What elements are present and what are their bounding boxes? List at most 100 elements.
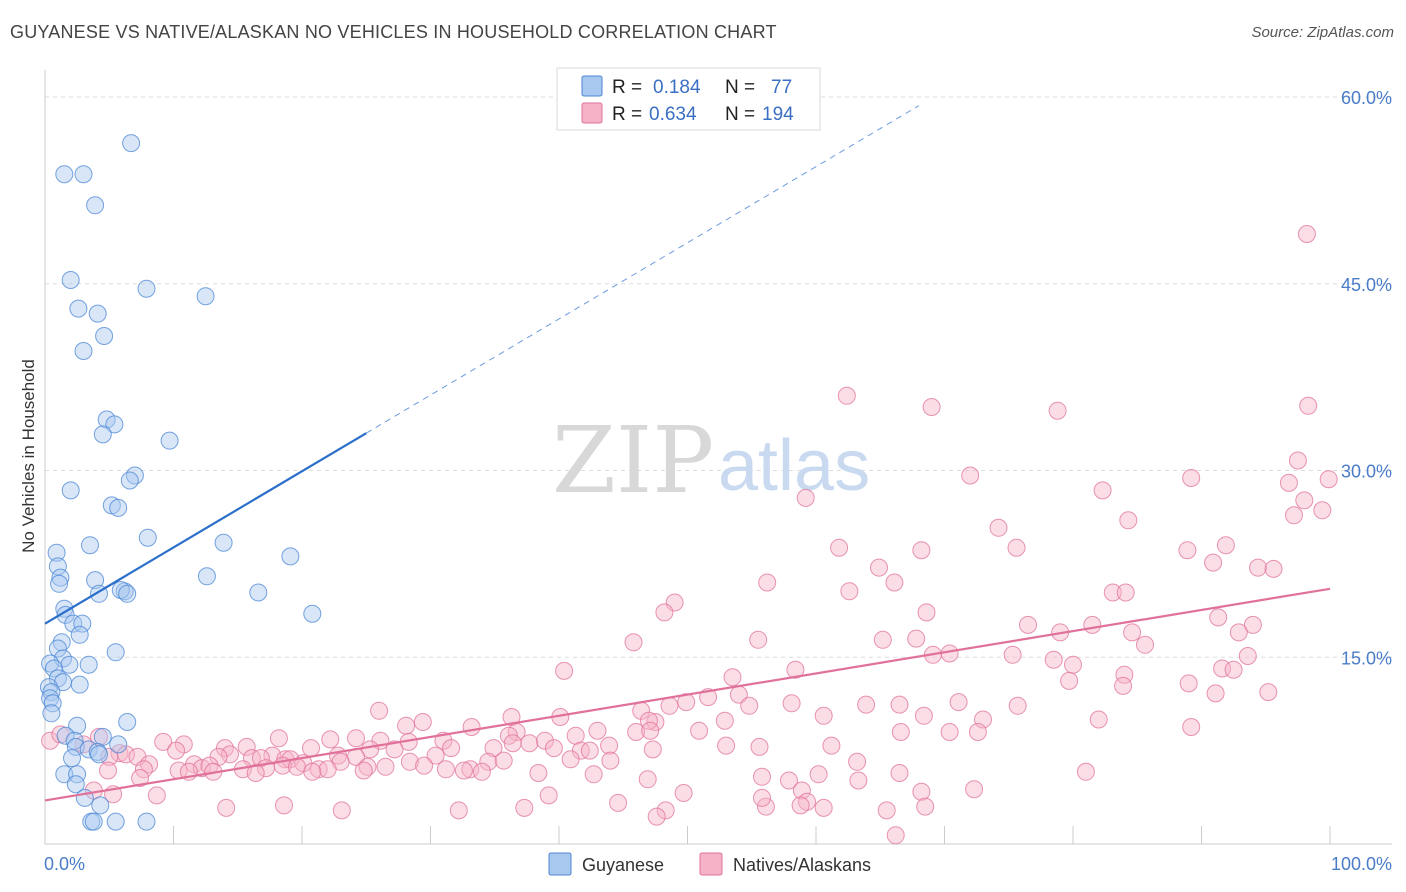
natives-point-10 <box>1093 481 1112 500</box>
natives-point-144 <box>479 752 498 771</box>
natives-point-124 <box>580 741 599 760</box>
natives-point-121 <box>484 739 503 758</box>
natives-point-37 <box>1243 615 1262 634</box>
guyanese-point-28 <box>51 568 70 587</box>
natives-point-82 <box>715 711 734 730</box>
guyanese-point-45 <box>60 655 79 674</box>
guyanese-point-39 <box>73 614 92 633</box>
natives-point-113 <box>154 732 173 751</box>
natives-point-194 <box>877 801 896 820</box>
natives-point-65 <box>782 694 801 713</box>
guyanese-point-6 <box>196 287 215 306</box>
legend-r-label-natives: R = <box>612 104 642 125</box>
natives-point-41 <box>624 633 643 652</box>
natives-point-19 <box>1007 538 1026 557</box>
natives-point-46 <box>1003 645 1022 664</box>
natives-point-181 <box>849 771 868 790</box>
guyanese-point-58 <box>68 716 87 735</box>
natives-point-36 <box>1083 615 1102 634</box>
guyanese-point-17 <box>61 481 80 500</box>
natives-point-57 <box>723 668 742 687</box>
guyanese-point-0 <box>122 134 141 153</box>
natives-point-90 <box>639 711 658 730</box>
natives-point-186 <box>912 782 931 801</box>
natives-point-68 <box>740 696 759 715</box>
guyanese-point-33 <box>249 583 268 602</box>
natives-point-134 <box>100 747 119 766</box>
natives-point-122 <box>544 739 563 758</box>
guyanese-point-48 <box>45 659 63 678</box>
natives-point-34 <box>1209 608 1228 627</box>
natives-point-62 <box>1259 683 1278 702</box>
gridlines <box>45 96 1392 658</box>
guyanese-point-13 <box>93 425 112 444</box>
guyanese-point-61 <box>93 727 112 746</box>
guyanese-point-35 <box>303 604 322 623</box>
guyanese-point-4 <box>61 271 80 289</box>
natives-point-25 <box>1264 559 1283 578</box>
natives-point-185 <box>792 781 811 800</box>
natives-point-44 <box>907 629 926 648</box>
guyanese-point-54 <box>41 689 60 708</box>
guyanese-point-24 <box>281 547 300 566</box>
guyanese-point-69 <box>68 765 87 784</box>
natives-point-175 <box>890 764 909 782</box>
natives-point-6 <box>961 466 980 485</box>
natives-point-100 <box>321 730 340 749</box>
natives-point-196 <box>886 826 905 845</box>
natives-point-70 <box>890 695 909 714</box>
legend-r-value-natives: 0.634 <box>649 104 697 125</box>
y-tick-label-3: 60.0% <box>1341 88 1392 108</box>
x-tick-label-min: 0.0% <box>44 854 85 874</box>
natives-point-35 <box>1019 615 1037 634</box>
natives-point-160 <box>376 757 395 776</box>
natives-point-164 <box>99 761 117 780</box>
natives-point-85 <box>397 716 416 735</box>
x-tick-label-max: 100.0% <box>1331 854 1392 874</box>
natives-point-39 <box>1123 623 1142 642</box>
guyanese-point-1 <box>55 165 74 184</box>
guyanese-point-68 <box>55 765 74 784</box>
natives-point-92 <box>940 723 959 741</box>
natives-point-107 <box>535 731 554 750</box>
natives-point-24 <box>1249 558 1267 577</box>
guyanese-point-27 <box>86 571 105 590</box>
legend-n-label-natives: N = <box>725 104 755 125</box>
guyanese-point-7 <box>69 299 88 318</box>
natives-point-18 <box>912 541 931 560</box>
natives-point-187 <box>965 780 984 799</box>
guyanese-point-20 <box>138 528 157 547</box>
natives-point-128 <box>221 745 239 764</box>
natives-point-206 <box>275 796 293 815</box>
natives-point-117 <box>302 739 320 758</box>
natives-point-2 <box>922 398 941 416</box>
natives-point-1 <box>837 386 856 405</box>
trend-line-natives <box>44 587 1331 802</box>
natives-point-51 <box>786 660 805 679</box>
guyanese-point-66 <box>90 745 108 764</box>
natives-point-11 <box>1295 491 1314 510</box>
natives-point-30 <box>1116 583 1135 602</box>
natives-point-116 <box>237 737 256 756</box>
trend-line-guyanese <box>44 432 367 625</box>
natives-point-83 <box>646 713 665 731</box>
natives-point-145 <box>494 751 513 770</box>
natives-point-14 <box>1313 501 1332 520</box>
natives-point-158 <box>318 760 337 779</box>
natives-point-55 <box>1224 660 1243 679</box>
natives-point-105 <box>503 734 522 753</box>
y-tick-label-1: 30.0% <box>1341 462 1392 482</box>
natives-point-202 <box>647 807 666 826</box>
natives-point-176 <box>1076 762 1095 781</box>
natives-point-48 <box>1238 647 1257 665</box>
natives-point-26 <box>758 573 777 592</box>
natives-point-7 <box>1182 469 1201 487</box>
guyanese-point-57 <box>118 713 137 731</box>
natives-point-97 <box>641 721 660 740</box>
natives-point-133 <box>643 740 662 759</box>
natives-point-88 <box>891 723 910 741</box>
watermark-atlas: atlas <box>718 426 870 506</box>
natives-point-180 <box>780 771 798 790</box>
natives-point-58 <box>1060 671 1079 690</box>
natives-point-132 <box>426 746 445 765</box>
